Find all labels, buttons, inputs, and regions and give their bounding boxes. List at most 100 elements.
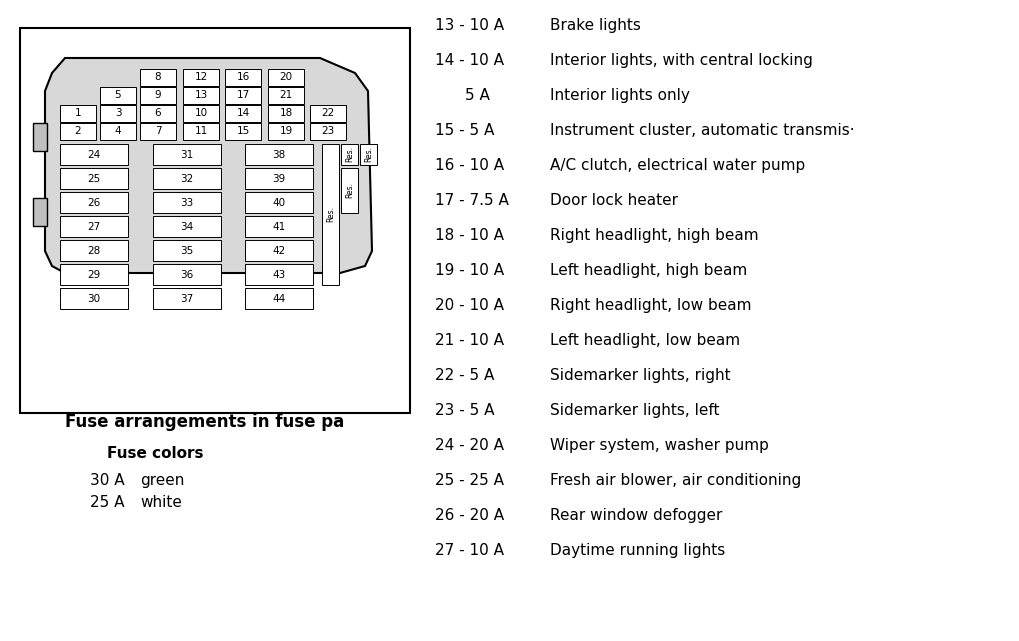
Bar xyxy=(310,105,345,122)
Text: 15 - 5 A: 15 - 5 A xyxy=(434,123,494,138)
Bar xyxy=(245,264,313,285)
Text: 43: 43 xyxy=(272,269,285,279)
Text: Fuse colors: Fuse colors xyxy=(107,446,203,461)
Bar xyxy=(100,123,136,140)
Text: 15: 15 xyxy=(236,126,250,137)
Text: 6: 6 xyxy=(155,108,161,119)
Text: Interior lights, with central locking: Interior lights, with central locking xyxy=(549,53,812,68)
Text: Fresh air blower, air conditioning: Fresh air blower, air conditioning xyxy=(549,473,801,488)
Text: 24 - 20 A: 24 - 20 A xyxy=(434,438,503,453)
Text: 5 A: 5 A xyxy=(465,88,489,103)
Text: 42: 42 xyxy=(272,246,285,256)
Bar xyxy=(60,216,127,237)
Text: 38: 38 xyxy=(272,149,285,160)
Text: Instrument cluster, automatic transmis·: Instrument cluster, automatic transmis· xyxy=(549,123,854,138)
Text: 23 - 5 A: 23 - 5 A xyxy=(434,403,494,418)
Bar xyxy=(60,168,127,189)
Bar xyxy=(60,123,96,140)
Bar xyxy=(100,87,136,104)
Text: 41: 41 xyxy=(272,222,285,231)
Text: 39: 39 xyxy=(272,174,285,183)
Text: Left headlight, low beam: Left headlight, low beam xyxy=(549,333,740,348)
Bar xyxy=(153,288,221,309)
Text: Fuse arrangements in fuse pa: Fuse arrangements in fuse pa xyxy=(65,413,344,431)
Text: 20: 20 xyxy=(279,72,292,83)
Text: 20 - 10 A: 20 - 10 A xyxy=(434,298,503,313)
Text: 14 - 10 A: 14 - 10 A xyxy=(434,53,503,68)
Bar xyxy=(225,69,261,86)
Text: 16: 16 xyxy=(236,72,250,83)
Bar xyxy=(140,123,176,140)
Polygon shape xyxy=(45,58,372,273)
Bar xyxy=(225,105,261,122)
Text: 34: 34 xyxy=(180,222,194,231)
Text: Daytime running lights: Daytime running lights xyxy=(549,543,725,558)
Bar xyxy=(153,240,221,261)
Text: 35: 35 xyxy=(180,246,194,256)
Text: 24: 24 xyxy=(88,149,101,160)
Bar xyxy=(245,192,313,213)
Text: 29: 29 xyxy=(88,269,101,279)
Bar xyxy=(140,87,176,104)
Bar xyxy=(340,144,358,165)
Text: 13: 13 xyxy=(195,90,208,101)
Text: Right headlight, low beam: Right headlight, low beam xyxy=(549,298,751,313)
Bar xyxy=(268,87,304,104)
Text: green: green xyxy=(140,473,184,488)
Text: 28: 28 xyxy=(88,246,101,256)
Bar xyxy=(153,216,221,237)
Bar xyxy=(268,69,304,86)
Text: 26 - 20 A: 26 - 20 A xyxy=(434,508,503,523)
Text: 17: 17 xyxy=(236,90,250,101)
Bar xyxy=(140,69,176,86)
Bar xyxy=(182,87,219,104)
Bar xyxy=(140,105,176,122)
Text: 16 - 10 A: 16 - 10 A xyxy=(434,158,503,173)
Text: 19: 19 xyxy=(279,126,292,137)
Text: 31: 31 xyxy=(180,149,194,160)
Text: 17 - 7.5 A: 17 - 7.5 A xyxy=(434,193,508,208)
Bar xyxy=(100,105,136,122)
Bar xyxy=(153,168,221,189)
Text: Sidemarker lights, left: Sidemarker lights, left xyxy=(549,403,718,418)
Bar xyxy=(268,105,304,122)
Text: 23: 23 xyxy=(321,126,334,137)
Text: Res.: Res. xyxy=(326,206,334,222)
Bar xyxy=(360,144,377,165)
Text: Rear window defogger: Rear window defogger xyxy=(549,508,721,523)
Bar xyxy=(225,123,261,140)
Bar xyxy=(60,264,127,285)
Text: 32: 32 xyxy=(180,174,194,183)
Text: 13 - 10 A: 13 - 10 A xyxy=(434,18,503,33)
Bar xyxy=(245,168,313,189)
Bar xyxy=(245,288,313,309)
Bar xyxy=(182,123,219,140)
Text: 36: 36 xyxy=(180,269,194,279)
Bar xyxy=(60,288,127,309)
Text: 37: 37 xyxy=(180,294,194,303)
Bar xyxy=(33,198,47,226)
Text: 27 - 10 A: 27 - 10 A xyxy=(434,543,503,558)
Bar xyxy=(182,69,219,86)
Text: 10: 10 xyxy=(195,108,207,119)
Text: 33: 33 xyxy=(180,197,194,208)
Text: Interior lights only: Interior lights only xyxy=(549,88,689,103)
Text: 27: 27 xyxy=(88,222,101,231)
Bar xyxy=(340,168,358,213)
Text: 7: 7 xyxy=(155,126,161,137)
Text: 22: 22 xyxy=(321,108,334,119)
Bar xyxy=(60,240,127,261)
Text: 8: 8 xyxy=(155,72,161,83)
Text: 21 - 10 A: 21 - 10 A xyxy=(434,333,503,348)
Text: Res.: Res. xyxy=(344,147,354,163)
Text: white: white xyxy=(140,495,181,510)
Bar xyxy=(310,123,345,140)
Text: Sidemarker lights, right: Sidemarker lights, right xyxy=(549,368,730,383)
Text: 14: 14 xyxy=(236,108,250,119)
Text: 11: 11 xyxy=(195,126,208,137)
Text: Res.: Res. xyxy=(364,147,373,163)
Text: 19 - 10 A: 19 - 10 A xyxy=(434,263,503,278)
Bar xyxy=(245,144,313,165)
Bar xyxy=(20,28,410,413)
Text: 18 - 10 A: 18 - 10 A xyxy=(434,228,503,243)
